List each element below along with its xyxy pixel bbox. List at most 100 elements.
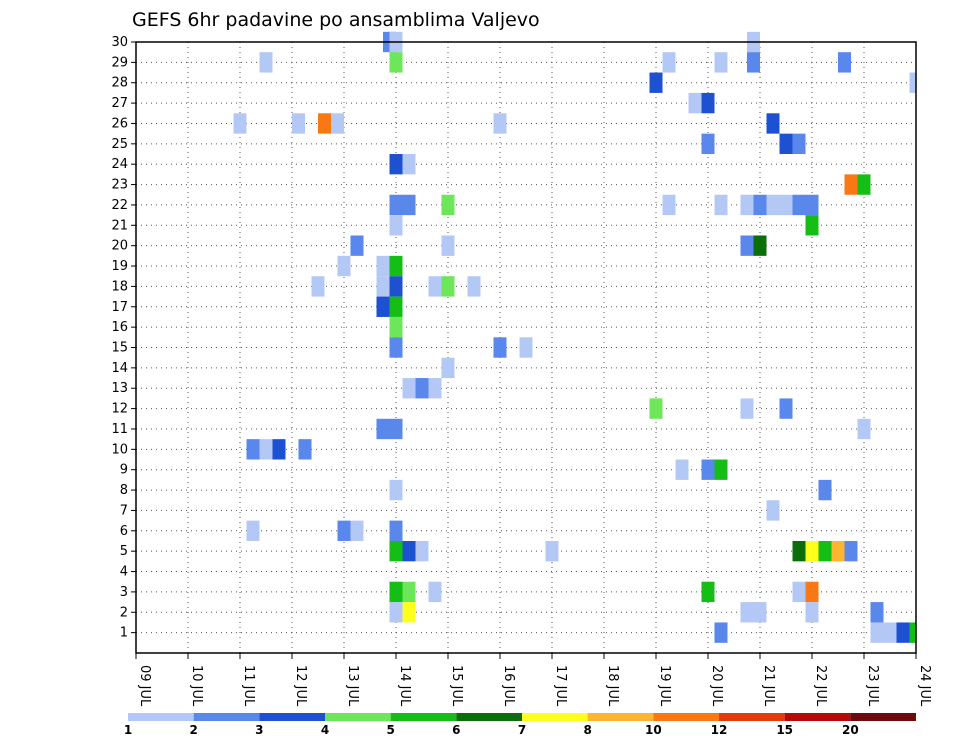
colorbar-label: 12 <box>711 723 728 737</box>
precip-cell <box>649 398 663 419</box>
x-tick-label: 24 JUL <box>917 665 932 707</box>
precip-cell <box>428 276 442 297</box>
x-tick-label: 16 JUL <box>501 665 516 707</box>
precip-cell <box>376 276 390 297</box>
precip-cell <box>792 581 806 603</box>
y-tick-label: 10 <box>111 442 128 457</box>
y-tick-label: 4 <box>120 565 128 580</box>
precip-cell <box>311 276 325 297</box>
y-tick-label: 1 <box>120 626 128 641</box>
precip-cell <box>701 459 715 480</box>
precip-cell <box>233 113 247 134</box>
precip-cell <box>545 540 559 562</box>
precip-cell <box>649 72 663 93</box>
y-tick-label: 27 <box>111 96 128 111</box>
colorbar-swatch <box>259 713 325 721</box>
precip-cell <box>428 378 442 399</box>
y-tick-label: 17 <box>111 300 128 315</box>
precip-cell <box>909 622 916 643</box>
colorbar-label: 15 <box>776 723 793 737</box>
precip-cell <box>402 194 416 216</box>
precip-cell <box>519 337 533 358</box>
y-tick-label: 2 <box>120 605 128 620</box>
precip-cell <box>259 52 273 73</box>
precip-cell <box>805 581 819 603</box>
y-tick-label: 28 <box>111 76 128 91</box>
colorbar-swatch <box>193 713 260 721</box>
y-tick-label: 3 <box>120 585 128 600</box>
y-tick-label: 12 <box>111 402 128 417</box>
precip-cell <box>331 113 344 134</box>
precip-cell <box>441 194 455 216</box>
colorbar-label: 1 <box>124 723 132 737</box>
precip-cell <box>701 581 715 603</box>
x-tick-label: 13 JUL <box>345 665 360 707</box>
precip-cell <box>714 459 728 480</box>
precip-cell <box>389 154 403 175</box>
colorbar-label: 2 <box>189 723 197 737</box>
precip-cell <box>838 52 851 73</box>
y-tick-label: 30 <box>111 35 128 50</box>
colorbar-swatch <box>522 713 588 721</box>
x-tick-label: 10 JUL <box>189 665 204 707</box>
precip-cell <box>675 459 689 480</box>
y-tick-label: 5 <box>120 544 128 559</box>
precip-cell <box>714 622 728 643</box>
x-tick-label: 20 JUL <box>709 665 724 707</box>
y-tick-label: 23 <box>111 178 128 193</box>
precip-cell <box>779 398 793 419</box>
precip-cell <box>766 500 780 521</box>
y-tick-label: 25 <box>111 137 128 152</box>
y-tick-label: 24 <box>111 157 128 172</box>
x-axis-ticks: 09 JUL 10 JUL 11 JUL 12 JUL 13 JUL 14 JUL 15 J… <box>135 653 932 707</box>
y-tick-label: 11 <box>111 422 128 437</box>
precip-cell <box>415 540 429 562</box>
precip-cell <box>298 439 312 460</box>
precip-cell <box>766 194 780 216</box>
y-tick-label: 7 <box>120 503 128 518</box>
precip-cell <box>389 540 403 562</box>
precip-cell <box>389 52 403 73</box>
precip-cell <box>818 540 832 562</box>
colorbar-swatch <box>850 713 916 721</box>
y-tick-label: 18 <box>111 279 128 294</box>
precip-cell <box>402 154 416 175</box>
precip-cell <box>870 602 884 623</box>
precip-cell <box>909 72 916 93</box>
precip-cell <box>389 194 403 216</box>
cell-layer <box>233 31 916 643</box>
precip-cell <box>441 276 455 297</box>
precip-cell <box>389 520 403 541</box>
precip-cell <box>389 602 403 623</box>
colorbar-label: 20 <box>842 723 859 737</box>
precip-cell <box>428 581 442 603</box>
precip-cell <box>376 296 390 317</box>
precip-cell <box>350 235 364 256</box>
y-tick-label: 21 <box>111 218 128 233</box>
y-tick-label: 16 <box>111 320 128 335</box>
precip-cell <box>402 540 416 562</box>
x-tick-label: 09 JUL <box>137 665 152 707</box>
colorbar: 1 2 3 4 5 6 7 8 10 12 15 20 <box>124 713 916 737</box>
precip-cell <box>441 235 455 256</box>
y-tick-label: 19 <box>111 259 128 274</box>
precip-cell <box>701 133 715 155</box>
precip-cell <box>292 113 305 134</box>
precip-cell <box>857 418 871 440</box>
x-tick-label: 17 JUL <box>553 665 568 707</box>
colorbar-swatch <box>784 713 851 721</box>
precip-cell <box>389 581 403 603</box>
precip-cell <box>792 194 806 216</box>
y-tick-label: 8 <box>120 483 128 498</box>
precip-cell <box>467 276 481 297</box>
precip-cell <box>792 133 806 155</box>
precip-cell <box>870 622 884 643</box>
precip-cell <box>753 194 767 216</box>
colorbar-label: 10 <box>645 723 662 737</box>
colorbar-swatch <box>653 713 719 721</box>
precip-cell <box>337 520 351 541</box>
precip-cell <box>389 296 403 317</box>
y-axis-ticks: 1234567891011121314151617181920212223242… <box>111 35 136 641</box>
precip-cell <box>688 92 702 114</box>
precip-cell <box>337 255 351 277</box>
